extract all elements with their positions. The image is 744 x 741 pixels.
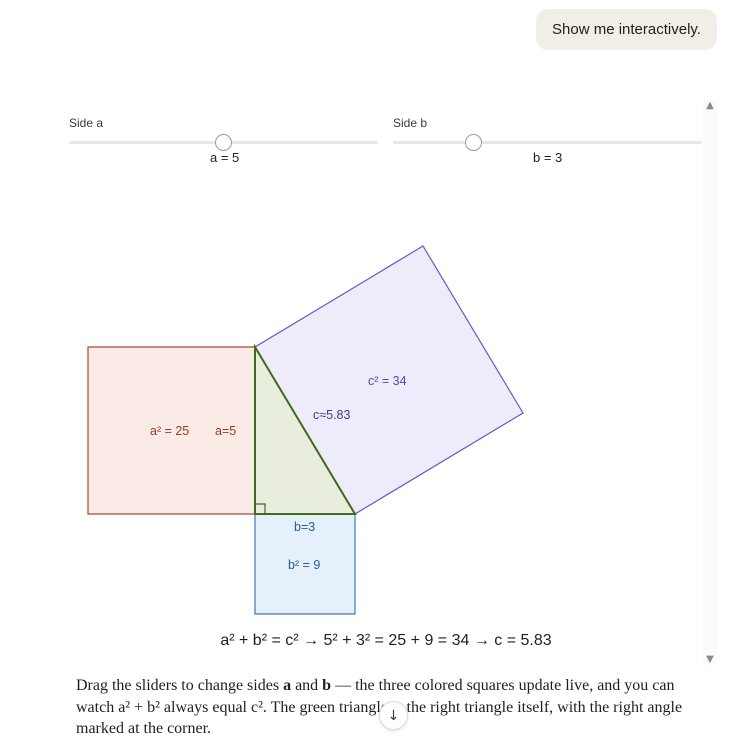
square-c-area-label: c² = 34 [368, 374, 407, 388]
equation-text: a² + b² = c² → 5² + 3² = 25 + 9 = 34 → c… [220, 632, 552, 649]
user-message-bubble: Show me interactively. [536, 9, 717, 50]
scroll-to-bottom-button[interactable]: ↓ [379, 701, 408, 730]
explanation-part-2: and [291, 677, 323, 694]
square-a-area-label: a² = 25 [150, 424, 189, 438]
explanation-part-3: — the three colored squares update live,… [76, 677, 683, 737]
slider-a-label: Side a [69, 116, 104, 130]
right-angle-marker [255, 503, 266, 514]
slider-a-thumb[interactable] [215, 134, 232, 151]
scrollbar[interactable] [703, 100, 717, 665]
explanation-paragraph: Drag the sliders to change sides a and b… [76, 675, 696, 740]
side-b-label: b=3 [294, 520, 315, 534]
slider-b-thumb[interactable] [465, 134, 482, 151]
explanation-part-1: Drag the sliders to change sides [76, 677, 284, 694]
scroll-down-icon[interactable]: ▼ [706, 654, 714, 665]
user-message-text: Show me interactively. [552, 21, 701, 38]
slider-b-track[interactable] [393, 141, 702, 144]
right-triangle [254, 343, 357, 515]
arrow-down-icon: ↓ [387, 707, 400, 724]
square-b-area-label: b² = 9 [288, 558, 320, 572]
side-a-label: a=5 [215, 424, 236, 438]
slider-a-value: a = 5 [210, 150, 240, 165]
explanation-b: b [322, 677, 332, 694]
side-c-label: c≈5.83 [313, 408, 350, 422]
scroll-up-icon[interactable]: ▲ [706, 100, 714, 111]
slider-b-value: b = 3 [533, 150, 563, 165]
slider-b-label: Side b [393, 116, 428, 130]
explanation-a: a [283, 677, 292, 694]
